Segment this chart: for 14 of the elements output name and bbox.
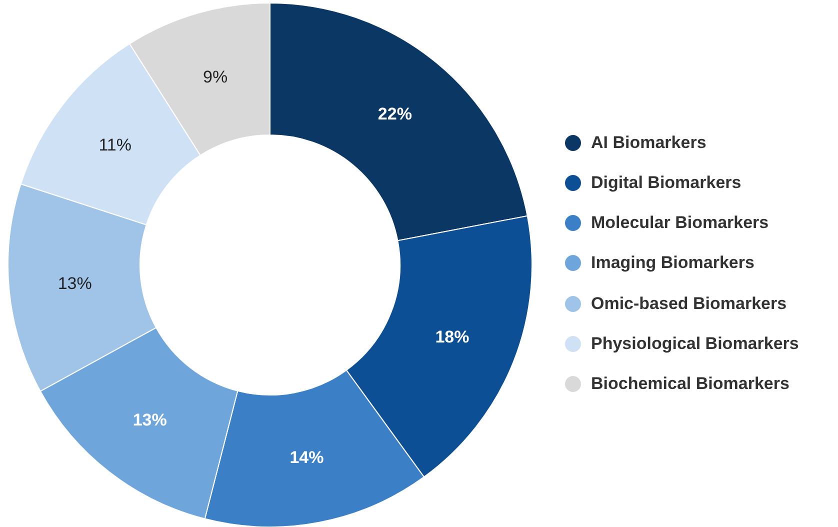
legend-label: Omic-based Biomarkers: [591, 294, 787, 314]
data-label: 18%: [435, 328, 470, 347]
legend-label: AI Biomarkers: [591, 132, 706, 153]
legend-label: Digital Biomarkers: [591, 172, 742, 193]
legend-label: Biochemical Biomarkers: [591, 374, 790, 394]
legend-label: Molecular Biomarkers: [591, 213, 769, 234]
legend-label: Imaging Biomarkers: [591, 253, 754, 274]
data-label: 13%: [132, 410, 167, 430]
data-label: 14%: [290, 448, 324, 468]
data-label: 11%: [98, 135, 132, 154]
data-label: 13%: [58, 274, 92, 293]
legend-label: Physiological Biomarkers: [591, 334, 799, 354]
data-label: 22%: [378, 104, 412, 124]
data-label: 9%: [203, 67, 228, 86]
